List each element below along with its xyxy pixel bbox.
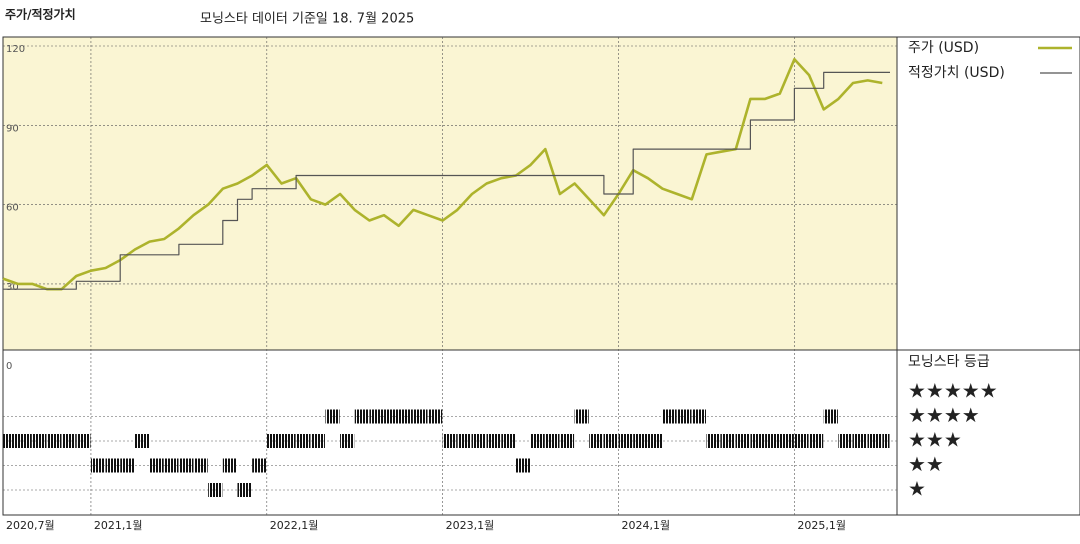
x-tick-label: 2025,1월 (797, 519, 846, 532)
rating-bar (823, 409, 838, 424)
rating-bar (252, 458, 267, 473)
legend-label: 적정가치 (USD) (908, 65, 1005, 81)
rating-bar (281, 434, 296, 448)
rating-bar (589, 434, 604, 448)
rating-bar (794, 434, 809, 448)
rating-bar (853, 434, 868, 448)
rating-label: ★★★ (908, 428, 962, 452)
x-tick-label: 2024,1월 (622, 519, 671, 532)
rating-bar (90, 458, 106, 473)
rating-bar (545, 434, 560, 448)
x-tick-label: 2022,1월 (270, 519, 319, 532)
legend-label: 주가 (USD) (908, 40, 979, 56)
rating-bar (677, 409, 692, 424)
rating-bar (208, 483, 223, 497)
rating-bar (574, 409, 589, 424)
rating-bar (340, 434, 355, 448)
chart-title: 주가/적정가치 (5, 7, 76, 22)
frame (2, 36, 1080, 516)
rating-bar (779, 434, 794, 448)
rating-bar (46, 434, 62, 448)
rating-label: ★★ (908, 452, 944, 476)
rating-bar (61, 434, 76, 448)
rating-bar (134, 434, 150, 448)
rating-bar (706, 434, 721, 448)
rating-bar (178, 458, 194, 473)
rating-bar (354, 409, 369, 424)
rating-bar (193, 458, 208, 473)
rating-label: ★★★★ (908, 403, 980, 427)
rating-bar (310, 434, 325, 448)
rating-bar (442, 434, 457, 448)
y-tick-label: 60 (6, 203, 19, 214)
rating-bar (691, 409, 706, 424)
chart-subtitle: 모닝스타 데이터 기준일 18. 7월 2025 (200, 12, 414, 27)
rating-bar (17, 434, 32, 448)
rating-bar (164, 458, 179, 473)
rating-bar (222, 458, 237, 473)
rating-bar (603, 434, 619, 448)
rating-bar (838, 434, 853, 448)
rating-bar (765, 434, 780, 448)
y-tick-label: 90 (6, 123, 19, 134)
rating-bar (369, 409, 384, 424)
rating-bar (428, 409, 443, 424)
rating-bar (735, 434, 750, 448)
rating-bar (398, 409, 413, 424)
rating-bar (120, 458, 135, 473)
rating-bar (149, 458, 164, 473)
rating-bar (559, 434, 575, 448)
rating-bar (457, 434, 472, 448)
rating-bar (237, 483, 252, 497)
rating-bar (325, 409, 340, 424)
rating-bar (32, 434, 47, 448)
x-tick-label: 2020,7월 (6, 519, 55, 532)
rating-bar (750, 434, 765, 448)
x-tick-label: 2023,1월 (446, 519, 495, 532)
rating-bar (530, 434, 545, 448)
rating-bar (618, 434, 633, 448)
rating-bar (384, 409, 399, 424)
y-tick-label: 30 (6, 282, 19, 293)
rating-bar (721, 434, 736, 448)
y-tick-label: 120 (6, 44, 25, 55)
rating-bar (662, 409, 677, 424)
rating-bar (471, 434, 487, 448)
plot-bg (3, 37, 897, 350)
rating-bar (413, 409, 428, 424)
rating-bar (501, 434, 516, 448)
rating-bar (486, 434, 501, 448)
rating-bar (809, 434, 824, 448)
rating-bar (633, 434, 648, 448)
rating-bar (3, 434, 18, 448)
rating-label: ★ (908, 477, 926, 501)
rating-bar (867, 434, 882, 448)
rating-bar (76, 434, 91, 448)
rating-title: 모닝스타 등급 (908, 354, 990, 370)
series-line (3, 71, 890, 290)
rating-bar (266, 434, 281, 448)
rating-bar (882, 434, 890, 448)
rating-bar (296, 434, 311, 448)
y-tick-label: 0 (6, 361, 12, 372)
rating-label: ★★★★★ (908, 379, 998, 403)
rating-bar (515, 458, 531, 473)
x-tick-label: 2021,1월 (94, 519, 143, 532)
rating-bar (105, 458, 120, 473)
rating-bar (647, 434, 663, 448)
